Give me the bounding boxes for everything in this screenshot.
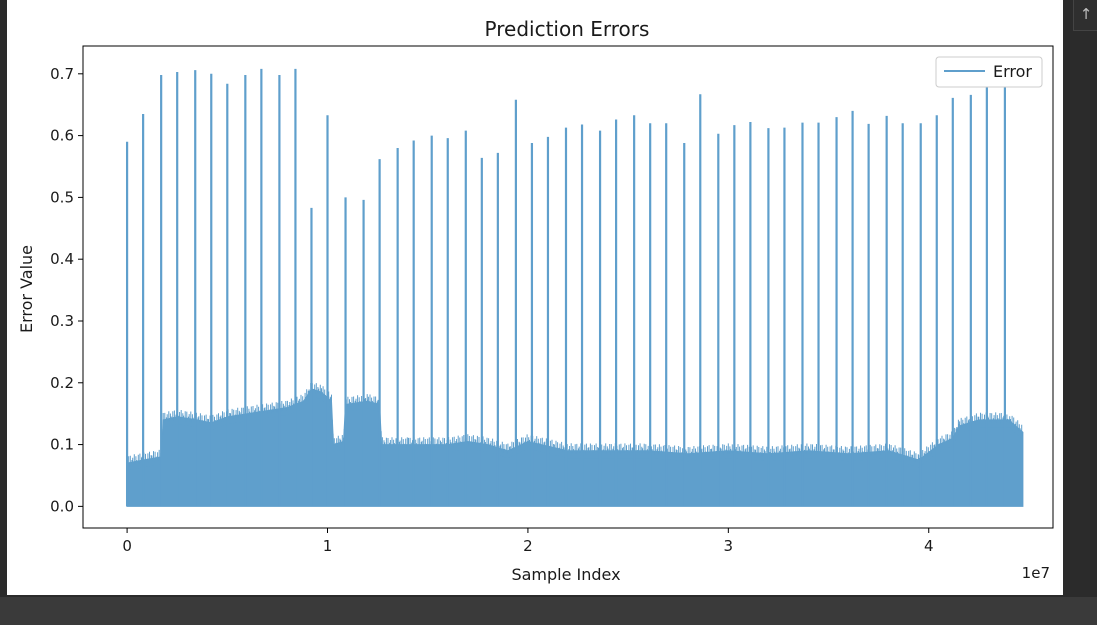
y-tick-label: 0.1 bbox=[50, 436, 74, 454]
error-series bbox=[125, 68, 1024, 507]
chart-title: Prediction Errors bbox=[485, 17, 650, 41]
y-tick-label: 0.4 bbox=[50, 250, 74, 268]
legend-label-error: Error bbox=[993, 62, 1032, 81]
plot-area-frame bbox=[82, 45, 1054, 529]
y-tick-label: 0.2 bbox=[50, 374, 74, 392]
y-tick-label: 0.0 bbox=[50, 497, 74, 515]
x-tick-label: 3 bbox=[724, 537, 734, 555]
axis-ticks: 0 1 2 3 4 0.0 0.1 0.2 0.3 0.4 0.5 0.6 0.7 bbox=[50, 65, 933, 555]
x-tick-label: 4 bbox=[924, 537, 934, 555]
left-margin bbox=[0, 0, 7, 597]
right-margin bbox=[1063, 0, 1097, 597]
scroll-up-button[interactable]: ↑ bbox=[1073, 0, 1097, 31]
chart-output-panel: Prediction Errors Sample Index Error Val… bbox=[7, 0, 1063, 595]
y-axis-label: Error Value bbox=[17, 245, 36, 333]
y-tick-label: 0.3 bbox=[50, 312, 74, 330]
y-tick-label: 0.6 bbox=[50, 127, 74, 145]
x-tick-label: 0 bbox=[122, 537, 132, 555]
x-axis-label: Sample Index bbox=[511, 565, 620, 584]
error-line-chart: Prediction Errors Sample Index Error Val… bbox=[17, 17, 1054, 584]
bottom-bar bbox=[0, 597, 1097, 625]
legend-box bbox=[935, 56, 1043, 88]
legend: Error bbox=[935, 56, 1043, 88]
x-tick-label: 2 bbox=[523, 537, 533, 555]
y-tick-label: 0.7 bbox=[50, 65, 74, 83]
x-offset-text: 1e7 bbox=[1022, 564, 1050, 582]
x-tick-label: 1 bbox=[323, 537, 333, 555]
y-tick-label: 0.5 bbox=[50, 188, 74, 206]
